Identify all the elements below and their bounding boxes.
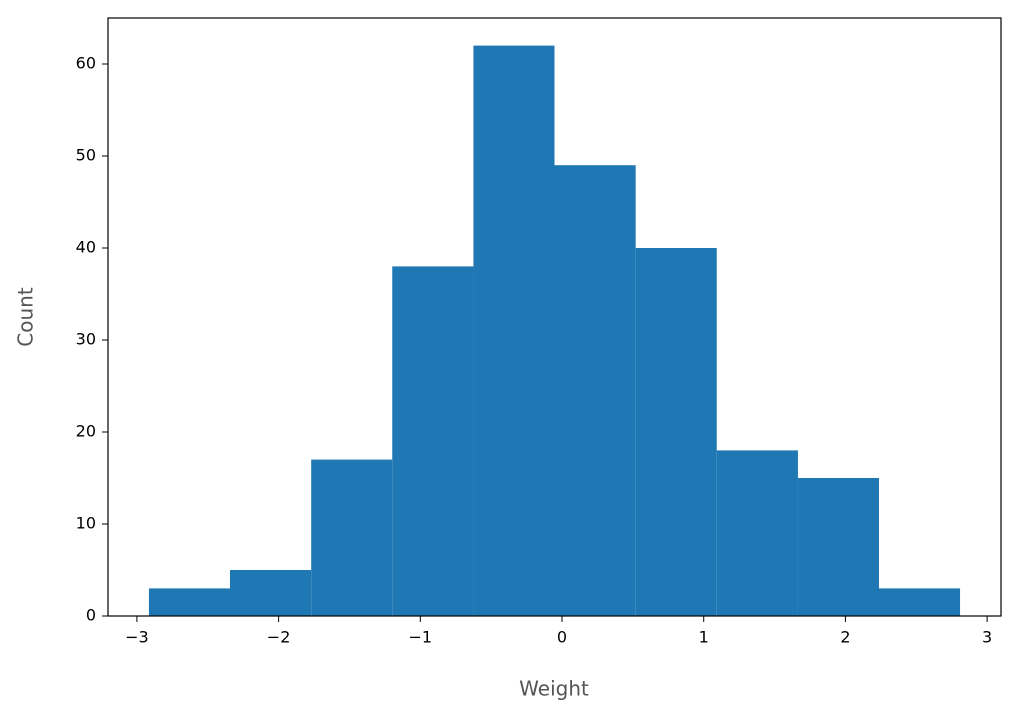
- y-tick-label: 40: [76, 238, 96, 257]
- x-tick-label: 0: [557, 628, 567, 647]
- plot-frame: [107, 17, 1002, 617]
- bar: [148, 588, 231, 616]
- bar: [230, 570, 312, 616]
- y-tick-label: 60: [76, 54, 96, 73]
- bar: [716, 450, 798, 616]
- bar: [797, 478, 879, 616]
- bar: [392, 266, 474, 616]
- bar: [311, 459, 393, 616]
- y-tick-label: 0: [86, 606, 96, 625]
- bar: [473, 45, 555, 617]
- bar: [878, 588, 961, 616]
- x-tick-label: −3: [125, 628, 149, 647]
- x-tick-label: 2: [840, 628, 850, 647]
- y-tick-label: 50: [76, 146, 96, 165]
- bar: [554, 165, 636, 616]
- y-tick-label: 10: [76, 514, 96, 533]
- bar: [635, 248, 717, 616]
- x-tick-label: −1: [409, 628, 433, 647]
- x-axis-label: Weight: [519, 677, 589, 701]
- x-tick-label: 3: [982, 628, 992, 647]
- y-tick-label: 20: [76, 422, 96, 441]
- x-tick-label: 1: [699, 628, 709, 647]
- y-axis-label: Count: [14, 287, 38, 347]
- y-tick-label: 30: [76, 330, 96, 349]
- x-tick-label: −2: [267, 628, 291, 647]
